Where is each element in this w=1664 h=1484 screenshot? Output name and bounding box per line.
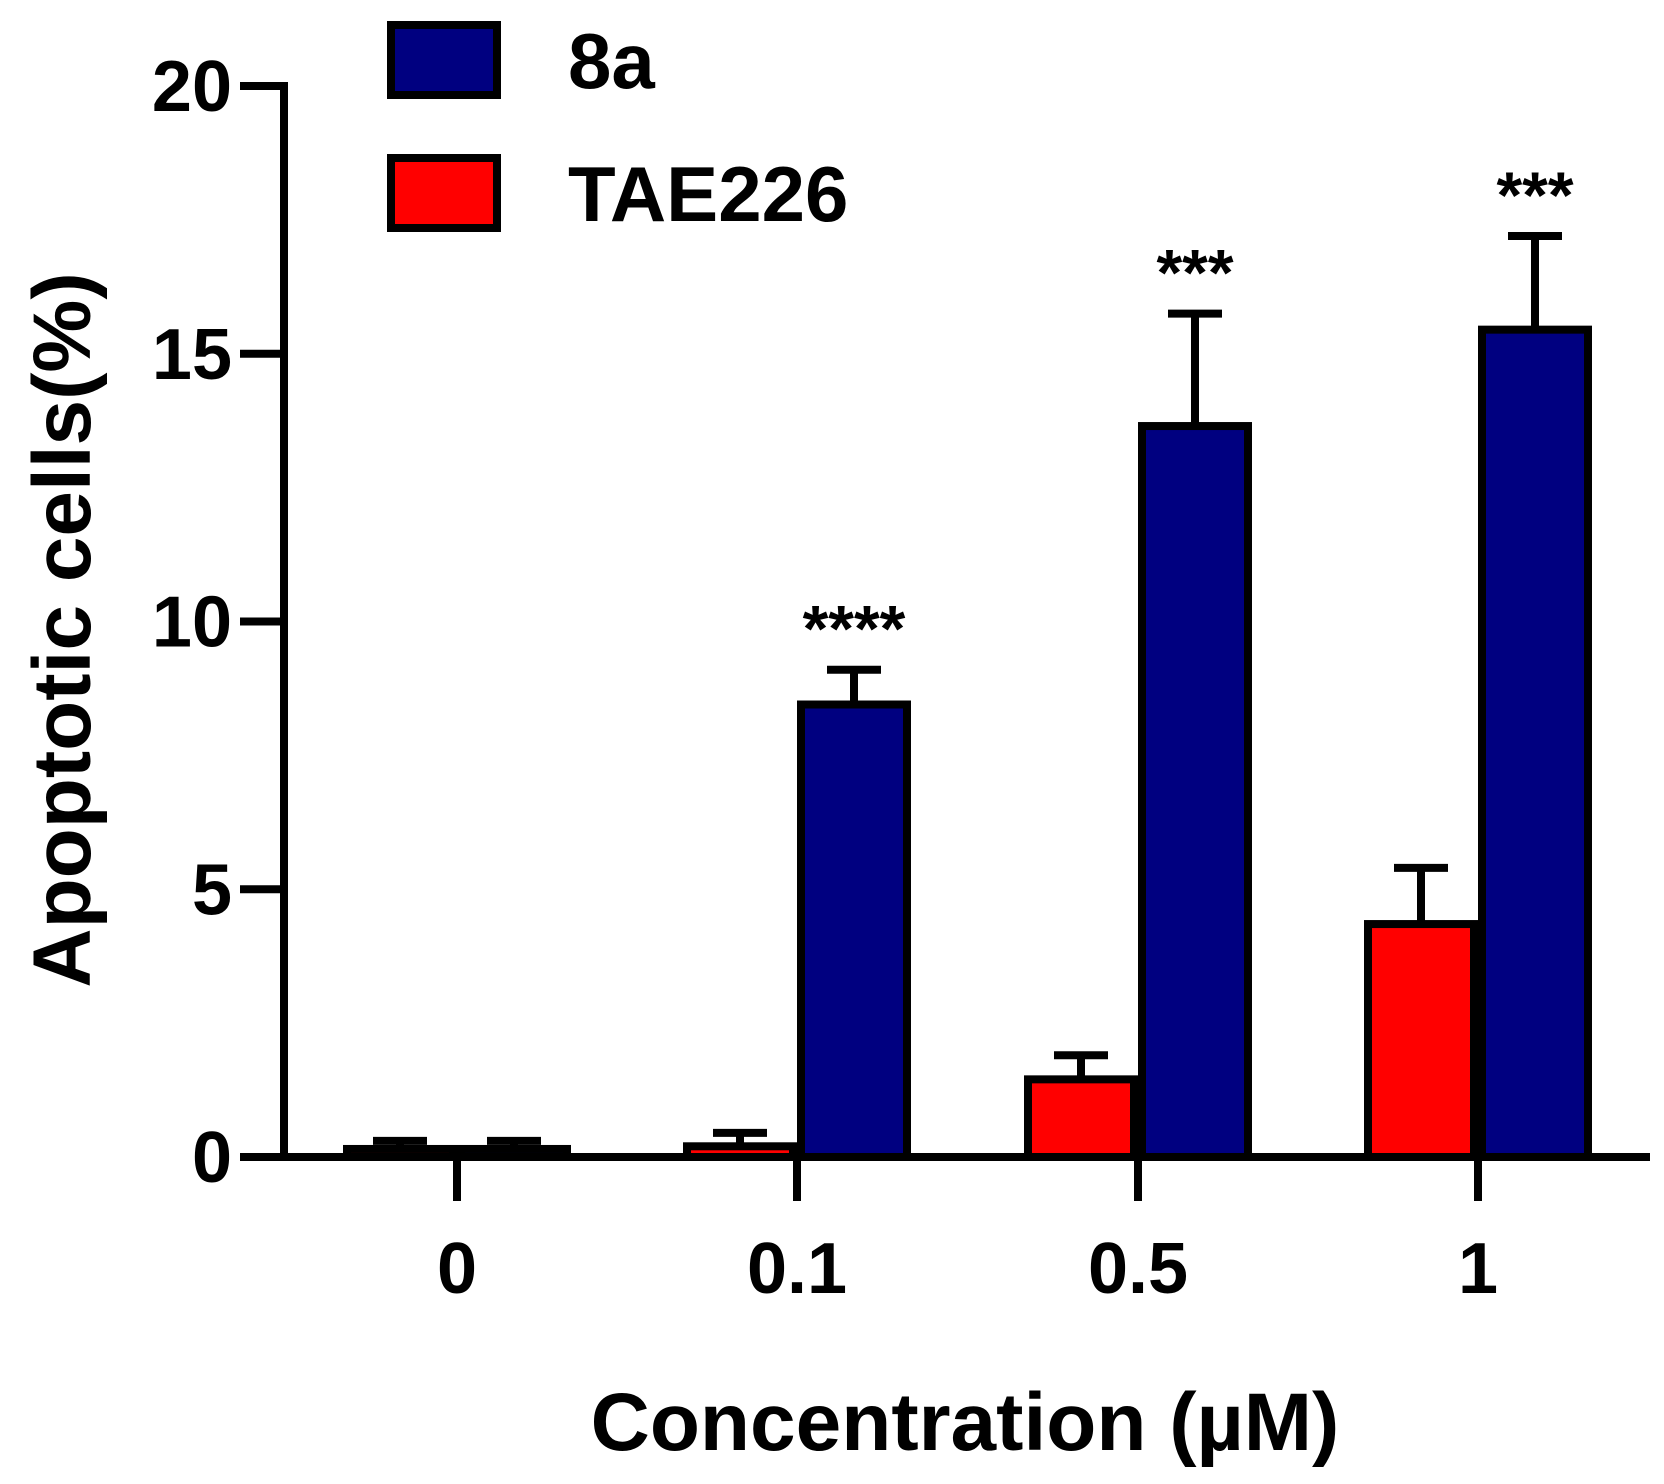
bar-tae226-0_5	[1024, 1075, 1138, 1162]
x-tick-label-0_1: 0.1	[747, 1229, 847, 1309]
y-tick-label-20: 20	[152, 47, 232, 127]
significance-label-1: ***	[1496, 158, 1573, 232]
x-tick-label-0: 0	[437, 1229, 477, 1309]
y-axis-title: Apoptotic cells(%)	[17, 272, 108, 987]
y-tick-label-10: 10	[152, 583, 232, 663]
y-tick-label-0: 0	[192, 1118, 232, 1198]
x-tick-label-0_5: 0.5	[1088, 1229, 1188, 1309]
bar-8a-0_1	[797, 700, 911, 1161]
axes-layer	[240, 82, 1650, 1201]
legend-swatch-8a	[387, 21, 501, 99]
bar-8a-1	[1478, 325, 1592, 1161]
y-tick-label-15: 15	[152, 315, 232, 395]
y-tick-label-5: 5	[192, 850, 232, 930]
x-tick-label-1: 1	[1458, 1229, 1498, 1309]
legend: 8a TAE226	[387, 17, 848, 238]
bar-tae226-1	[1364, 920, 1478, 1161]
legend-label-8a: 8a	[568, 17, 655, 105]
x-axis-title: Concentration (µM)	[591, 1377, 1340, 1468]
legend-label-tae226: TAE226	[568, 150, 848, 238]
significance-label-0_1: ****	[803, 592, 906, 666]
bars-layer	[343, 231, 1592, 1162]
legend-swatch-tae226	[387, 154, 501, 232]
significance-label-0_5: ***	[1156, 236, 1233, 310]
bar-8a-0_5	[1138, 422, 1252, 1162]
